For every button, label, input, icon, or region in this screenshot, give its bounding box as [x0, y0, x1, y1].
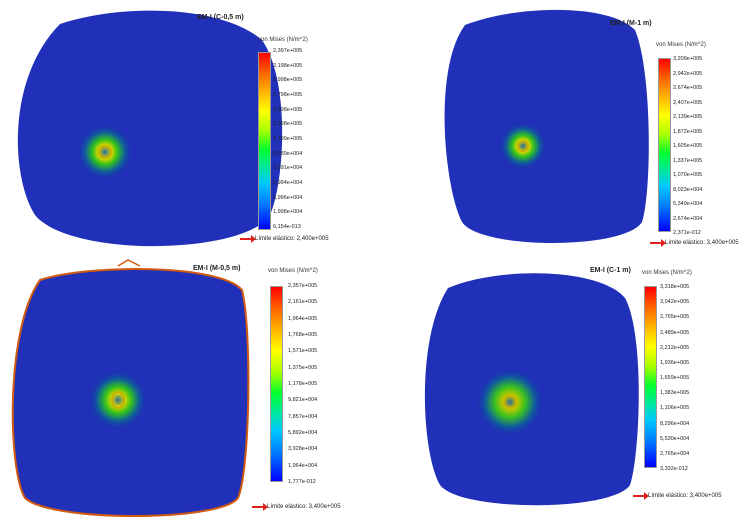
color-scale-bar [658, 58, 671, 232]
scale-tick: 2,212e+005 [660, 344, 690, 351]
scale-tick: 1,598e+005 [273, 106, 303, 113]
scale-tick: 1,178e+005 [288, 381, 318, 387]
scale-tick: 1,383e+005 [660, 390, 690, 397]
scale-tick: 1,798e+005 [273, 92, 303, 98]
scale-tick: 2,942e+005 [673, 70, 703, 77]
arrow-icon [633, 492, 649, 500]
scale-tick: 1,571e+005 [288, 348, 318, 355]
scale-tick: 1,659e+005 [660, 375, 690, 381]
scale-tick: 2,765e+005 [660, 314, 690, 321]
scale-tick: 1,106e+005 [660, 405, 690, 412]
yield-strength-label: Límite elástico: 2,400e+005 [240, 235, 329, 243]
yield-strength-label: Límite elástico: 3,400e+005 [633, 492, 722, 500]
arrow-icon [240, 235, 256, 243]
scale-tick: 5,530e+004 [660, 435, 690, 442]
yield-strength-label: Límite elástico: 3,400e+005 [252, 503, 341, 511]
scale-tick: 3,209e+005 [673, 56, 703, 62]
scale-tick: 2,489e+005 [660, 329, 690, 336]
stress-plot-shape [17, 10, 283, 247]
scale-tick: 5,994e+004 [273, 180, 303, 186]
panel-title: EM-I (C-0,5 m) [197, 14, 244, 21]
scale-tick: 2,765e+004 [660, 450, 690, 457]
scale-tick: 2,161e+005 [288, 299, 318, 306]
panel-title: EM-I (M-1 m) [610, 20, 652, 27]
scale-tick: 1,777e-012 [288, 479, 316, 485]
scale-tick: 2,674e+004 [673, 215, 703, 222]
stress-plot-shape [11, 259, 250, 517]
scale-tick: 2,674e+005 [673, 85, 703, 91]
yield-text: Límite elástico: 3,400e+005 [648, 493, 722, 499]
scale-tick: 2,407e+005 [673, 99, 703, 106]
scale-tick: 1,398e+005 [273, 121, 303, 128]
scale-tick: 8,023e+004 [673, 186, 703, 193]
scale-tick: 1,998e+004 [273, 209, 303, 216]
yield-text: Límite elástico: 3,400e+005 [665, 240, 739, 246]
units-label: von Mises (N/m^2) [642, 270, 692, 276]
scale-tick: 5,892e+004 [288, 430, 318, 436]
yield-strength-label: Límite elástico: 3,400e+005 [650, 239, 739, 247]
scale-tick: 5,349e+004 [673, 201, 703, 207]
units-label: von Mises (N/m^2) [258, 37, 308, 43]
scale-tick: 1,964e+005 [288, 315, 318, 322]
scale-tick: 8,296e+004 [660, 420, 690, 427]
scale-tick: 2,371e-012 [673, 230, 701, 236]
scale-tick: 6,154e-013 [273, 224, 301, 230]
scale-tick: 7,857e+004 [288, 413, 318, 420]
yield-text: Límite elástico: 2,400e+005 [255, 236, 329, 242]
scale-tick: 7,991e+004 [273, 165, 303, 172]
scale-tick: 2,198e+005 [273, 62, 303, 69]
stress-plot-shape [444, 9, 649, 243]
scale-tick: 3,318e+005 [660, 284, 690, 290]
scale-tick: 3,042e+005 [660, 299, 690, 306]
color-scale-bar [644, 286, 657, 468]
scale-tick: 1,872e+005 [673, 128, 703, 135]
scale-tick: 1,768e+005 [288, 332, 318, 338]
scale-tick: 3,996e+004 [273, 194, 303, 201]
panel-m-0-5: EM-I (M-0,5 m) von Mises (N/m^2) 2,357e+… [0, 259, 380, 527]
panel-c-1: EM-I (C-1 m) von Mises (N/m^2) 3,318e+00… [400, 260, 744, 527]
arrow-icon [650, 239, 666, 247]
scale-tick: 1,605e+005 [673, 143, 703, 149]
units-label: von Mises (N/m^2) [656, 42, 706, 48]
scale-tick: 9,989e+004 [273, 150, 303, 157]
stress-plot-shape [424, 273, 639, 506]
scale-tick: 1,964e+004 [288, 462, 318, 469]
yield-text: Límite elástico: 3,400e+005 [267, 504, 341, 510]
color-scale-bar [258, 52, 271, 230]
scale-tick: 1,375e+005 [288, 364, 318, 371]
panel-c-0-5: EM-I (C-0,5 m) von Mises (N/m^2) 2,397e+… [0, 0, 329, 260]
panel-m-1: EM-I (M-1 m) von Mises (N/m^2) 3,209e+00… [420, 0, 744, 260]
panel-title: EM-I (C-1 m) [590, 267, 631, 274]
scale-tick: 1,070e+005 [673, 172, 703, 178]
scale-tick: 3,332e-012 [660, 466, 688, 472]
panel-title: EM-I (M-0,5 m) [193, 265, 241, 272]
scale-tick: 3,928e+004 [288, 446, 318, 453]
scale-tick: 1,199e+005 [273, 136, 303, 142]
scale-tick: 2,397e+005 [273, 48, 303, 54]
scale-tick: 2,139e+005 [673, 114, 703, 120]
arrow-icon [252, 503, 268, 511]
scale-tick: 1,936e+005 [660, 359, 690, 366]
units-label: von Mises (N/m^2) [268, 268, 318, 274]
scale-tick: 1,337e+005 [673, 157, 703, 164]
scale-tick: 1,998e+005 [273, 77, 303, 84]
color-scale-bar [270, 286, 283, 482]
scale-tick: 9,821e+004 [288, 397, 318, 404]
scale-tick: 2,357e+005 [288, 283, 318, 289]
